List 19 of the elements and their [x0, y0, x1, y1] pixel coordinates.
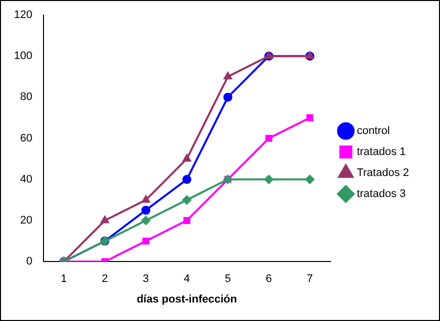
y-tick-label: 120 — [14, 9, 32, 22]
x-tick-label: 5 — [224, 273, 231, 286]
x-tick-label: 6 — [266, 273, 272, 286]
legend-label: Tratados 2 — [356, 167, 410, 180]
legend-label: control — [356, 125, 390, 138]
x-axis-title: días post-infección — [136, 293, 238, 306]
x-tick-label: 4 — [184, 273, 190, 286]
y-tick-label: 80 — [20, 91, 32, 104]
legend-label: tratados 3 — [356, 188, 406, 200]
x-tick-label: 7 — [306, 273, 313, 286]
y-tick-label: 20 — [20, 214, 32, 227]
y-tick-label: 0 — [26, 256, 32, 268]
legend-label: tratados 1 — [356, 146, 406, 158]
y-tick-label: 40 — [20, 173, 32, 186]
y-tick-label: 100 — [14, 50, 32, 62]
x-tick-label: 2 — [102, 273, 108, 286]
y-tick-label: 60 — [20, 132, 32, 144]
x-tick-label: 3 — [142, 273, 149, 286]
x-tick-label: 1 — [60, 273, 67, 286]
